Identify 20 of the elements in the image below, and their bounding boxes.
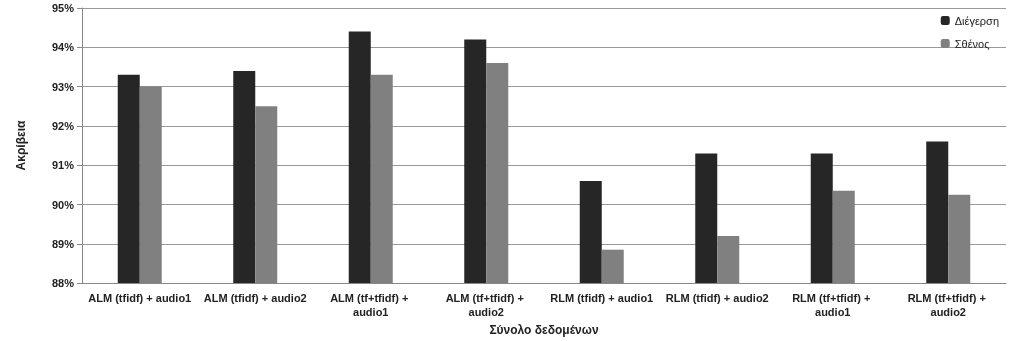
x-tick-label: RLM (tf+tfidf) + audio1 [792, 292, 874, 319]
y-tick-label: 88% [51, 277, 75, 290]
x-tick-label: ALM (tfidf) + audio1 [88, 292, 192, 305]
y-tick-label: 93% [51, 80, 75, 93]
x-tick-label: RLM (tfidf) + audio2 [665, 292, 769, 305]
y-tick-label: 91% [51, 159, 75, 172]
x-axis-title: Σύνολο δεδομένων [489, 323, 599, 337]
y-tick-label: 95% [51, 2, 75, 14]
x-tick-label: ALM (tfidf) + audio2 [203, 292, 307, 305]
y-tick-label: 92% [51, 119, 75, 132]
y-tick-label: 89% [51, 237, 75, 250]
legend-label: Σθένος [954, 37, 990, 50]
y-tick-label: 90% [51, 198, 75, 211]
x-tick-label: ALM (tf+tfidf) + audio2 [445, 292, 527, 319]
y-axis-title: Ακρίβεια [14, 120, 28, 171]
x-tick-label: RLM (tfidf) + audio1 [550, 292, 654, 305]
legend-label: Διέγερση [954, 14, 999, 27]
x-tick-label: RLM (tf+tfidf) + audio2 [907, 292, 989, 319]
y-tick-label: 94% [51, 41, 75, 54]
x-tick-label: ALM (tf+tfidf) + audio1 [330, 292, 412, 319]
